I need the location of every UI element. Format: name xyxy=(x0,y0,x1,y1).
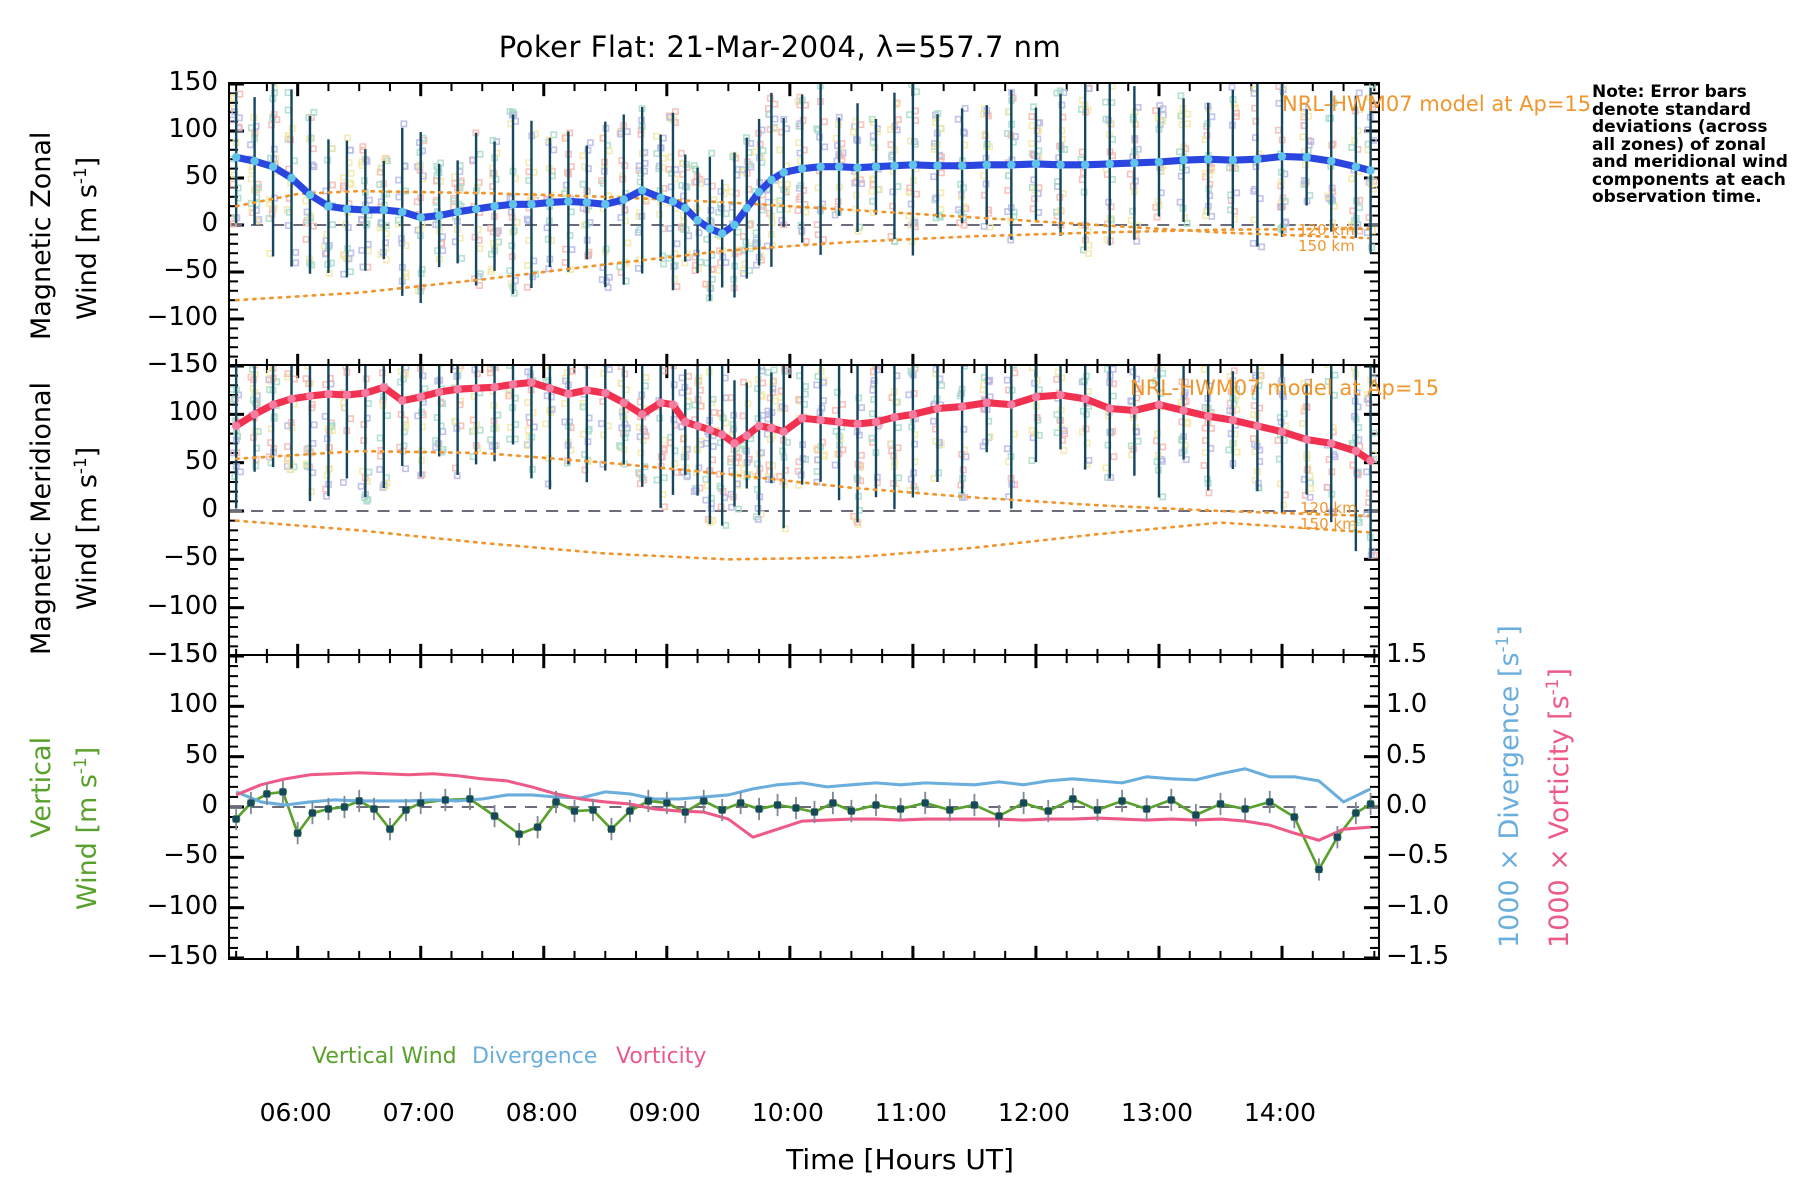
ytick-label: 1.0 xyxy=(1386,689,1428,720)
yaxis-exp-vert: -1 xyxy=(70,757,90,775)
ytick-label: −150 xyxy=(146,639,218,669)
legend-item-vorticity: Vorticity xyxy=(616,1044,707,1069)
yaxis-vor-close: ] xyxy=(1544,668,1575,679)
yaxis-close-merid: ] xyxy=(72,446,103,458)
yaxis-div-exp: -1 xyxy=(1492,635,1512,653)
ytick-label: 100 xyxy=(168,397,218,428)
ytick-label: 50 xyxy=(184,739,218,770)
yaxis-title-vorticity: 1000 × Vorticity [s-1] xyxy=(1542,668,1575,948)
ytick-label: −50 xyxy=(163,840,218,871)
model-annotation-meridional: NRL-HWM07 model at Ap=15 xyxy=(1130,376,1440,400)
xaxis-ticks: 06:00 07:00 08:00 09:00 10:00 11:00 12:00 13:00… xyxy=(0,1098,1800,1132)
xtick-label: 11:00 xyxy=(874,1098,947,1127)
yaxis-title-vertical-units: Wind [m s-1] xyxy=(70,747,103,910)
ytick-label: 0.5 xyxy=(1386,739,1428,770)
ytick-label: −150 xyxy=(146,349,218,379)
xtick-label: 06:00 xyxy=(259,1098,332,1127)
ytick-label: −50 xyxy=(163,255,218,285)
xtick-label: 08:00 xyxy=(505,1098,578,1127)
ytick-label: 0 xyxy=(201,494,218,524)
yaxis-title-zonal-l1: Magnetic Zonal xyxy=(26,131,57,340)
xtick-label: 09:00 xyxy=(628,1098,701,1127)
plot-area-meridional xyxy=(230,366,1378,656)
yaxis-title-meridional-units: Wind [m s-1] xyxy=(70,447,103,610)
yaxis-units-zonal: Wind [m s xyxy=(72,184,103,320)
model-annotation-zonal: NRL-HWM07 model at Ap=15 xyxy=(1282,92,1592,116)
xtick-label: 13:00 xyxy=(1120,1098,1193,1127)
yaxis-title-vertical: Vertical xyxy=(26,737,57,838)
xtick-label: 12:00 xyxy=(997,1098,1070,1127)
yaxis-close-vert: ] xyxy=(72,746,103,758)
xtick-label: 10:00 xyxy=(751,1098,824,1127)
ytick-label: −50 xyxy=(163,542,218,573)
yaxis-title-divergence: 1000 × Divergence [s-1] xyxy=(1492,625,1525,948)
yaxis-ticks-zonal: 150 100 50 0 −50 −100 −150 xyxy=(122,69,218,377)
altitude-label-120km-meridional: 120 km xyxy=(1300,499,1357,517)
xaxis-title: Time [Hours UT] xyxy=(786,1143,1014,1176)
yaxis-ticks-vertical: 150 100 50 0 −50 −100 −150 xyxy=(122,641,218,969)
ytick-label: 50 xyxy=(184,445,218,476)
altitude-label-120km-zonal: 120 km xyxy=(1298,221,1355,239)
panel-magnetic-meridional xyxy=(228,364,1380,658)
yaxis-div-label: 1000 × Divergence [s xyxy=(1494,652,1525,948)
page-title: Poker Flat: 21-Mar-2004, λ=557.7 nm xyxy=(498,30,1062,64)
yaxis-close-zonal: ] xyxy=(72,156,103,168)
yaxis-units-vert: Wind [m s xyxy=(72,774,103,910)
altitude-label-150km-meridional: 150 km xyxy=(1300,515,1357,533)
ytick-label: −1.0 xyxy=(1386,890,1450,921)
ytick-label: 150 xyxy=(168,639,218,669)
ytick-label: −0.5 xyxy=(1386,840,1450,871)
xtick-label: 07:00 xyxy=(382,1098,455,1127)
ytick-label: 50 xyxy=(184,161,218,191)
yaxis-vor-label: 1000 × Vorticity [s xyxy=(1544,695,1575,948)
yaxis-vor-exp: -1 xyxy=(1542,678,1562,696)
panel-vertical-wind xyxy=(228,654,1380,960)
yaxis-title-merid-l1: Magnetic Meridional xyxy=(26,381,57,655)
yaxis-exp-zonal: -1 xyxy=(70,167,90,185)
panel-magnetic-zonal xyxy=(228,82,1380,368)
ytick-label: 100 xyxy=(168,689,218,720)
ytick-label: 100 xyxy=(168,114,218,144)
yaxis-title-meridional: Magnetic Meridional xyxy=(26,382,57,655)
yaxis-title-zonal: Magnetic Zonal xyxy=(26,132,57,340)
yaxis-exp-merid: -1 xyxy=(70,457,90,475)
legend-vertical-panel: Vertical Wind Divergence Vorticity xyxy=(228,1044,1376,1076)
ytick-label: −100 xyxy=(146,302,218,332)
ytick-label: 0 xyxy=(201,208,218,238)
ytick-label: −100 xyxy=(146,890,218,921)
ytick-label: −150 xyxy=(146,941,218,971)
yaxis-ticks-meridional: 150 100 50 0 −50 −100 −150 xyxy=(122,351,218,667)
ytick-label: −100 xyxy=(146,590,218,621)
yaxis-title-zonal-units: Wind [m s-1] xyxy=(70,157,103,320)
plot-area-vertical xyxy=(230,656,1378,958)
ytick-label: 150 xyxy=(168,349,218,379)
yaxis-div-close: ] xyxy=(1494,625,1525,636)
plot-area-zonal xyxy=(230,84,1378,366)
ytick-label: −1.5 xyxy=(1386,941,1450,971)
ytick-label: 0.0 xyxy=(1386,790,1428,820)
note-text: Note: Error bars denote standard deviati… xyxy=(1592,82,1788,207)
yaxis-units-merid: Wind [m s xyxy=(72,474,103,610)
ytick-label: 150 xyxy=(168,67,218,97)
ytick-label: 1.5 xyxy=(1386,639,1428,669)
yaxis-ticks-vertical-right: 1.5 1.0 0.5 0.0 −0.5 −1.0 −1.5 xyxy=(1386,641,1476,969)
ytick-label: 0 xyxy=(201,790,218,820)
legend-item-divergence: Divergence xyxy=(472,1044,598,1069)
altitude-label-150km-zonal: 150 km xyxy=(1298,237,1355,255)
xtick-label: 14:00 xyxy=(1243,1098,1317,1127)
yaxis-title-vert-l1: Vertical xyxy=(26,736,57,838)
legend-item-vertical-wind: Vertical Wind xyxy=(312,1044,457,1069)
